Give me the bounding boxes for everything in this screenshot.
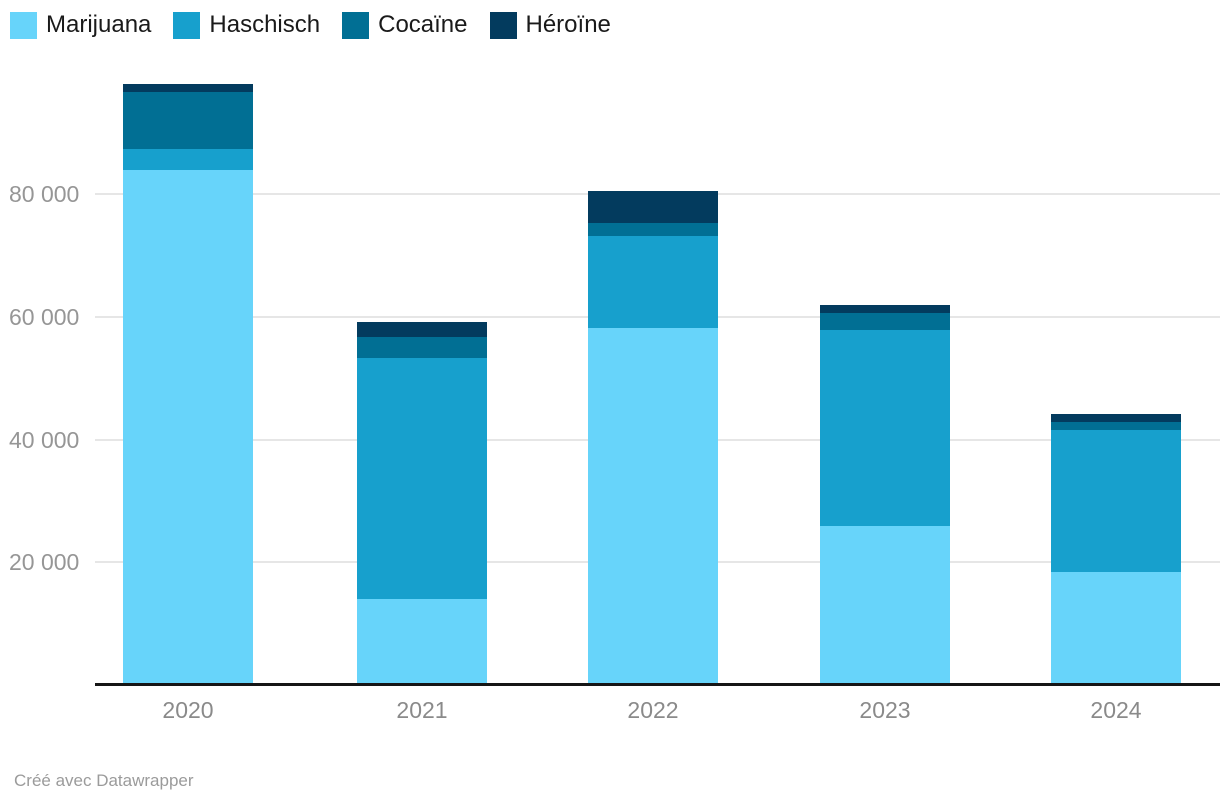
legend-label: Marijuana [46, 11, 152, 38]
bar-segment[interactable] [357, 337, 487, 359]
legend-item: Cocaïne [342, 11, 468, 39]
bar-segment[interactable] [123, 149, 253, 170]
y-tick-label: 60 000 [9, 303, 80, 330]
credit-text: Créé avec Datawrapper [14, 771, 194, 790]
bar-segment[interactable] [123, 92, 253, 150]
bar-segment[interactable] [357, 358, 487, 600]
bar-column [357, 0, 487, 808]
legend-label: Cocaïne [378, 11, 468, 38]
y-tick-label: 20 000 [9, 549, 80, 576]
x-tick-label: 2023 [859, 697, 911, 723]
bar-segment[interactable] [588, 235, 718, 328]
bar-segment[interactable] [357, 599, 487, 685]
legend-swatch-icon [10, 11, 37, 39]
bar-segment[interactable] [357, 321, 487, 338]
legend-swatch-icon [342, 11, 370, 39]
bar-segment[interactable] [1051, 413, 1181, 422]
bar-column [123, 0, 253, 808]
legend-label: Haschisch [209, 11, 321, 38]
bar-segment[interactable] [820, 525, 950, 685]
y-tick-label: 80 000 [9, 181, 80, 208]
bar-segment[interactable] [123, 84, 253, 93]
bar-segment[interactable] [820, 312, 950, 330]
legend-item: Héroïne [489, 11, 611, 39]
legend: Marijuana Haschisch Cocaïne Héroïne [10, 11, 611, 39]
bar-segment[interactable] [1051, 571, 1181, 685]
bar-segment[interactable] [1051, 429, 1181, 572]
bar-segment[interactable] [820, 329, 950, 526]
x-axis-line [95, 683, 1220, 686]
y-tick-label: 40 000 [9, 426, 80, 453]
bar-segment[interactable] [820, 304, 950, 313]
bar-column [820, 0, 950, 808]
bar-segment[interactable] [588, 223, 718, 236]
legend-label: Héroïne [525, 11, 611, 38]
x-tick-label: 2024 [1090, 697, 1142, 723]
legend-item: Marijuana [10, 11, 151, 39]
legend-swatch-icon [173, 11, 201, 39]
x-tick-label: 2021 [396, 697, 448, 723]
bar-column [588, 0, 718, 808]
bar-segment[interactable] [588, 190, 718, 224]
x-tick-label: 2020 [162, 697, 214, 723]
bar-column [1051, 0, 1181, 808]
x-tick-label: 2022 [627, 697, 679, 723]
legend-item: Haschisch [173, 11, 320, 39]
bar-segment[interactable] [588, 327, 718, 685]
legend-swatch-icon [489, 11, 517, 39]
bar-segment[interactable] [123, 169, 253, 685]
bar-segment[interactable] [1051, 421, 1181, 430]
